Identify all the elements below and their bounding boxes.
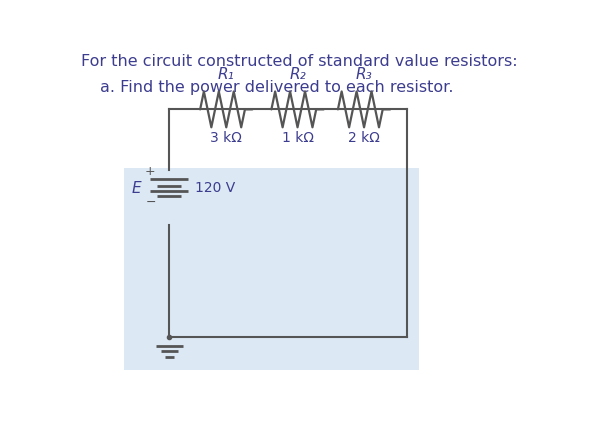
Text: 2 kΩ: 2 kΩ <box>348 131 380 145</box>
Text: −: − <box>146 196 156 209</box>
Text: 3 kΩ: 3 kΩ <box>210 131 242 145</box>
Text: E: E <box>131 181 141 196</box>
FancyBboxPatch shape <box>124 168 419 370</box>
Text: For the circuit constructed of standard value resistors:: For the circuit constructed of standard … <box>82 54 518 69</box>
Text: +: + <box>145 165 156 179</box>
Text: R₃: R₃ <box>356 67 373 82</box>
Text: R₂: R₂ <box>289 67 306 82</box>
Text: 1 kΩ: 1 kΩ <box>281 131 313 145</box>
Text: R₁: R₁ <box>218 67 235 82</box>
Text: 120 V: 120 V <box>196 181 235 195</box>
Text: a. Find the power delivered to each resistor.: a. Find the power delivered to each resi… <box>101 80 454 95</box>
